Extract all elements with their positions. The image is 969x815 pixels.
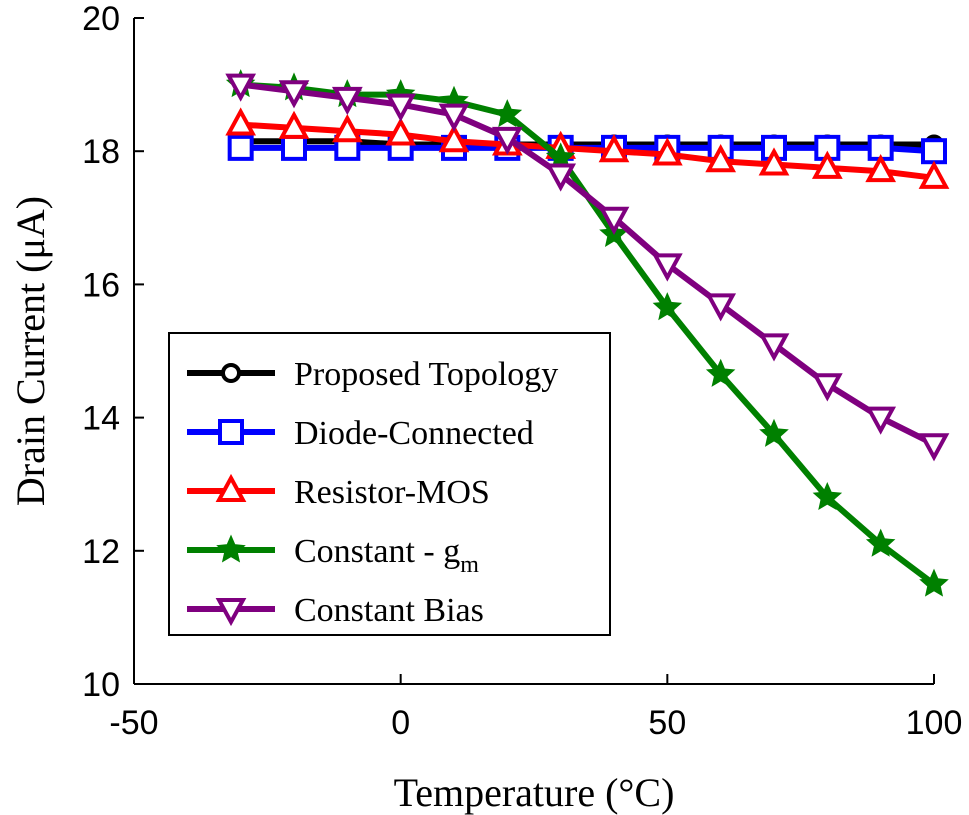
legend-label-text: Resistor-MOS bbox=[294, 474, 490, 511]
data-point-constant-bias bbox=[278, 80, 310, 109]
x-tick-label: 50 bbox=[648, 704, 686, 742]
data-point-resistor-mos bbox=[438, 124, 470, 153]
data-point-constant-bias bbox=[438, 103, 470, 132]
x-tick-label: -50 bbox=[109, 704, 158, 742]
y-tick-label: 16 bbox=[82, 266, 120, 304]
legend-marker bbox=[216, 534, 246, 563]
data-point-resistor-mos bbox=[811, 150, 843, 179]
data-point-constant-bias bbox=[918, 433, 950, 462]
legend-entry-proposed-topology: Proposed Topology bbox=[187, 356, 558, 393]
data-point-resistor-mos bbox=[278, 110, 310, 139]
data-point-diode-connected bbox=[921, 138, 947, 165]
data-point-constant-bias bbox=[598, 206, 630, 235]
legend: Proposed Topology Diode-Connected Resistor… bbox=[168, 332, 611, 636]
legend-marker bbox=[215, 473, 247, 502]
data-point-resistor-mos bbox=[705, 144, 737, 173]
data-point-constant-bias bbox=[491, 126, 523, 156]
y-tick-label: 10 bbox=[82, 666, 120, 704]
axes: -50 0 50 100 10 12 14 16 18 20 bbox=[82, 0, 962, 742]
legend-marker bbox=[221, 363, 241, 383]
legend-label-text: Diode-Connected bbox=[294, 415, 534, 452]
data-point-constant-g bbox=[652, 292, 683, 321]
legend-label-text: Proposed Topology bbox=[294, 356, 558, 393]
data-point-resistor-mos bbox=[385, 117, 417, 146]
series-group bbox=[225, 69, 950, 597]
x-axis-title: Temperature (°C) bbox=[394, 770, 675, 815]
data-point-resistor-mos bbox=[918, 160, 950, 189]
data-point-constant-g bbox=[759, 418, 789, 447]
legend-label: Diode-Connected bbox=[294, 415, 534, 452]
legend-label-text: Constant Bias bbox=[294, 592, 484, 629]
legend-entry-resistor-mos: Resistor-MOS bbox=[187, 473, 490, 511]
data-point-resistor-mos bbox=[598, 134, 630, 163]
data-point-constant-g bbox=[919, 568, 949, 597]
data-point-resistor-mos bbox=[225, 107, 257, 136]
data-point-constant-bias bbox=[331, 86, 363, 116]
legend-box bbox=[168, 332, 611, 636]
y-tick-label: 14 bbox=[82, 400, 120, 438]
data-point-constant-g bbox=[705, 358, 736, 387]
x-tick-label: 100 bbox=[906, 704, 963, 742]
data-point-constant-bias bbox=[545, 163, 577, 192]
data-point-constant-bias bbox=[705, 293, 737, 322]
legend-marker bbox=[215, 598, 247, 627]
data-point-constant-bias bbox=[225, 73, 257, 102]
data-point-constant-g bbox=[492, 99, 523, 128]
y-tick-label: 18 bbox=[82, 133, 120, 171]
legend-label: Proposed Topology bbox=[294, 356, 558, 393]
legend-label-text: Constant - g bbox=[294, 533, 460, 570]
legend-entry-diode-connected: Diode-Connected bbox=[187, 415, 534, 452]
y-tick-label: 12 bbox=[82, 533, 120, 571]
data-point-constant-bias bbox=[385, 93, 417, 122]
legend-label: Constant - gm bbox=[294, 533, 479, 578]
data-point-diode-connected bbox=[281, 134, 307, 161]
legend-entry-constant-g: Constant - gm bbox=[187, 533, 479, 578]
data-point-constant-g bbox=[812, 481, 843, 511]
data-point-resistor-mos bbox=[651, 137, 683, 166]
x-tick-label: 0 bbox=[391, 704, 410, 742]
data-point-constant-bias bbox=[865, 406, 897, 435]
y-axis-title: Drain Current (μA) bbox=[8, 196, 53, 506]
data-point-resistor-mos bbox=[758, 147, 790, 176]
data-point-constant-bias bbox=[651, 253, 683, 282]
data-point-resistor-mos bbox=[331, 114, 363, 143]
data-point-constant-bias bbox=[811, 373, 843, 402]
legend-entry-constant-bias: Constant Bias bbox=[187, 592, 484, 629]
legend-label: Constant Bias bbox=[294, 592, 484, 629]
legend-label: Resistor-MOS bbox=[294, 474, 490, 511]
series-constant-bias bbox=[225, 73, 950, 462]
y-tick-label: 20 bbox=[82, 0, 120, 38]
data-point-diode-connected bbox=[227, 134, 254, 161]
data-point-resistor-mos bbox=[865, 154, 897, 183]
data-point-constant-bias bbox=[758, 333, 790, 362]
legend-marker bbox=[218, 419, 244, 445]
data-point-constant-g bbox=[865, 528, 896, 557]
legend-label-subscript: m bbox=[460, 552, 479, 578]
